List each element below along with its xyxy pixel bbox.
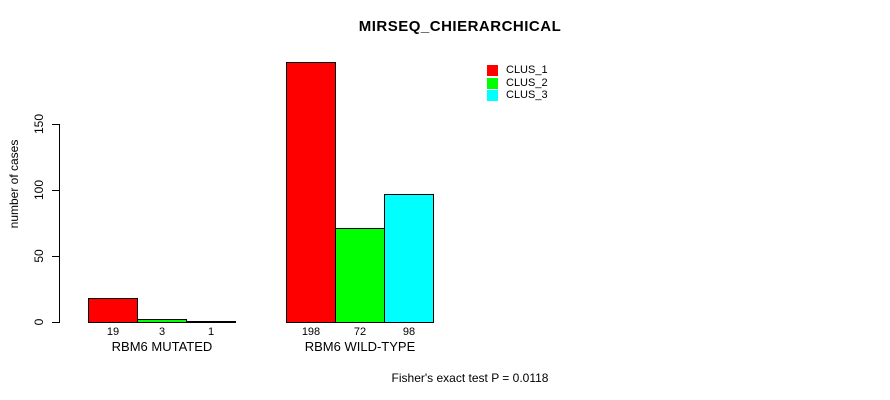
y-tick-label: 0: [32, 318, 46, 326]
legend-label: CLUS_2: [506, 76, 548, 89]
bar-clus_1-rbm6-wild-type: [286, 62, 336, 323]
legend-swatch-clus_1: [487, 65, 498, 76]
p-value-annotation: Fisher's exact test P = 0.0118: [391, 371, 549, 385]
bar-clus_2-rbm6-wild-type: [335, 228, 385, 323]
bar-clus_1-rbm6-mutated: [88, 298, 138, 323]
y-tick-label: 150: [32, 113, 46, 135]
x-axis-group-label: RBM6 WILD-TYPE: [304, 339, 416, 354]
y-tick-label: 50: [32, 249, 46, 263]
legend-label: CLUS_1: [506, 64, 548, 76]
legend-swatch-clus_2: [487, 77, 498, 89]
bar-clus_3-rbm6-mutated: [186, 321, 236, 323]
bar-clus_2-rbm6-mutated: [137, 319, 187, 323]
x-axis-group-label: RBM6 MUTATED: [111, 339, 213, 354]
legend-label: CLUS_3: [506, 89, 548, 101]
legend-swatch-clus_3: [487, 90, 498, 101]
y-tick-mark: [52, 256, 60, 257]
bar-value-label: 72: [353, 326, 367, 338]
y-tick-mark: [52, 190, 60, 191]
bar-clus_3-rbm6-wild-type: [384, 194, 434, 323]
bar-value-label: 98: [402, 326, 416, 338]
bar-value-label: 198: [301, 326, 321, 338]
bar-value-label: 3: [158, 326, 166, 338]
y-tick-label: 100: [32, 179, 46, 201]
y-tick-mark: [52, 322, 60, 323]
bar-value-label: 1: [207, 326, 215, 338]
chart-title: MIRSEQ_CHIERARCHICAL: [358, 18, 562, 35]
y-axis-line: [59, 124, 60, 323]
bar-value-label: 19: [106, 326, 120, 338]
y-tick-mark: [52, 124, 60, 125]
